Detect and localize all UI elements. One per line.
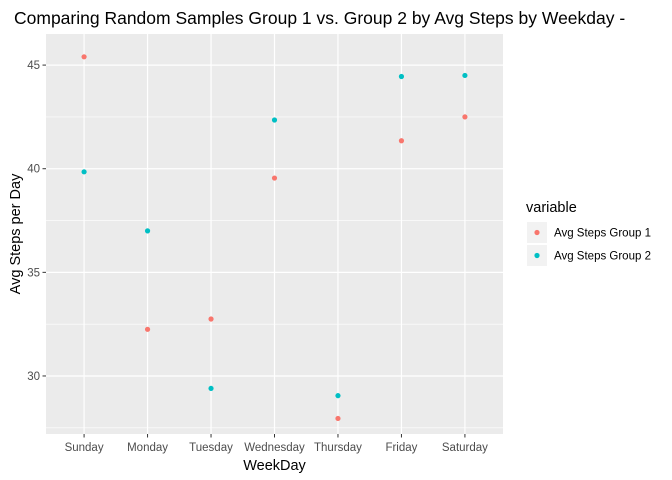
data-point-series-1 bbox=[81, 54, 87, 60]
y-axis-title: Avg Steps per Day bbox=[8, 173, 24, 294]
data-point-series-2 bbox=[208, 385, 214, 392]
data-point-series-2 bbox=[462, 72, 468, 79]
data-point-series-1 bbox=[398, 138, 405, 144]
legend-label: Avg Steps Group 1 bbox=[554, 228, 651, 240]
data-point-series-1 bbox=[144, 326, 151, 332]
data-point-series-2 bbox=[81, 169, 87, 175]
axis-ticks bbox=[42, 64, 466, 438]
x-tick-label: Wednesday bbox=[244, 442, 305, 454]
x-tick-label: Sunday bbox=[65, 442, 104, 454]
y-tick-label: 40 bbox=[27, 164, 40, 176]
legend-title: variable bbox=[526, 200, 577, 216]
x-tick-label: Thursday bbox=[314, 442, 362, 454]
x-tick-label: Tuesday bbox=[189, 442, 233, 454]
data-point-series-2 bbox=[271, 117, 278, 123]
x-tick-label: Friday bbox=[385, 442, 417, 454]
data-point-series-1 bbox=[335, 415, 341, 422]
data-points bbox=[81, 54, 468, 422]
y-tick-label: 35 bbox=[27, 267, 40, 279]
legend-label: Avg Steps Group 2 bbox=[554, 251, 651, 263]
legend: variable Avg Steps Group 1 Avg Steps Grou… bbox=[526, 200, 651, 266]
x-tick-labels: Sunday Monday Tuesday Wednesday Thursday Frid… bbox=[65, 442, 489, 454]
data-point-series-2 bbox=[398, 73, 405, 80]
data-point-series-1 bbox=[208, 316, 214, 322]
x-tick-label: Saturday bbox=[442, 442, 488, 454]
x-axis-title: WeekDay bbox=[243, 458, 306, 474]
data-point-series-2 bbox=[144, 228, 151, 234]
y-tick-label: 30 bbox=[27, 371, 40, 383]
data-point-series-1 bbox=[271, 175, 278, 181]
legend-key-point bbox=[534, 229, 540, 236]
y-tick-labels: 30 35 40 45 bbox=[27, 60, 40, 383]
data-point-series-1 bbox=[462, 114, 468, 120]
x-tick-label: Monday bbox=[127, 442, 168, 454]
major-gridlines bbox=[46, 34, 503, 434]
y-tick-label: 45 bbox=[27, 60, 40, 72]
chart-title: Comparing Random Samples Group 1 vs. Gro… bbox=[14, 8, 625, 28]
data-point-series-2 bbox=[335, 393, 341, 399]
legend-key-point bbox=[534, 252, 540, 259]
